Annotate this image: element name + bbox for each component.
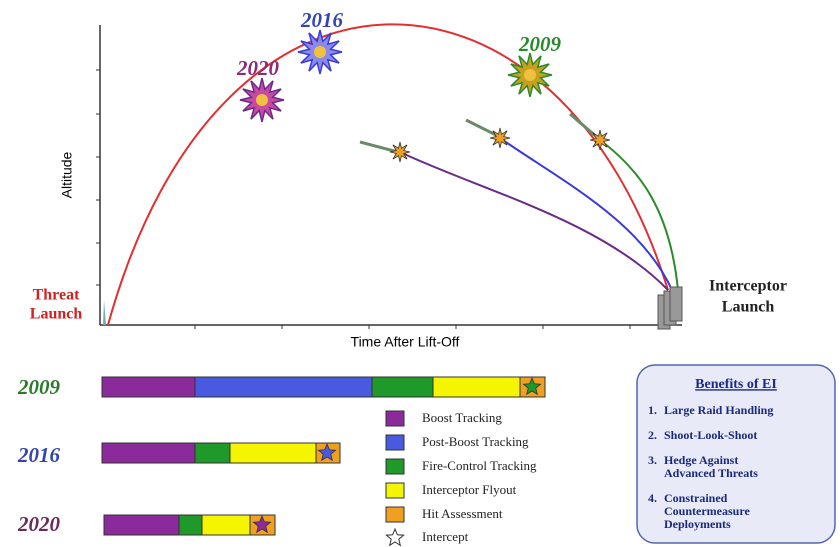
timeline-year: 2016	[17, 443, 61, 467]
interceptor-launcher	[658, 287, 682, 329]
timeline-2009	[102, 377, 545, 397]
diagram: Altitude Time After Lift-Off Threat Laun…	[0, 0, 840, 547]
timeline-2020	[104, 515, 275, 535]
benefit-text: Shoot-Look-Shoot	[664, 428, 757, 442]
hit-flash	[490, 128, 510, 148]
threat-launch-label: Threat	[33, 287, 80, 304]
timeline-year: 2020	[17, 512, 61, 536]
benefit-number: 4.	[648, 491, 657, 505]
legend-star	[386, 529, 403, 545]
interceptor-launch-label: Interceptor	[709, 278, 787, 295]
benefit-text: Constrained	[664, 491, 728, 505]
legend-label: Interceptor Flyout	[422, 482, 517, 497]
benefit-number: 2.	[648, 428, 657, 442]
burst-core	[524, 69, 536, 81]
intercept-year: 2009	[518, 32, 562, 56]
interceptor-path	[400, 152, 668, 290]
legend-label: Hit Assessment	[422, 506, 503, 521]
timeline-year: 2009	[17, 375, 61, 399]
legend-label: Post-Boost Tracking	[422, 434, 529, 449]
intercept-year: 2020	[236, 56, 280, 80]
hit-flash	[390, 142, 410, 162]
hit-flash	[590, 130, 610, 150]
benefit-number: 1.	[648, 403, 657, 417]
legend-swatches	[386, 411, 404, 522]
benefit-text: Countermeasure	[664, 504, 750, 518]
benefit-text: Deployments	[664, 517, 731, 531]
benefit-number: 3.	[648, 453, 657, 467]
burst-core	[256, 94, 268, 106]
intercept-year: 2016	[300, 8, 344, 32]
legend-label: Boost Tracking	[422, 410, 502, 425]
benefit-text: Large Raid Handling	[664, 403, 773, 417]
interceptor-launch-label: Launch	[722, 299, 775, 316]
x-axis-label: Time After Lift-Off	[351, 334, 460, 350]
benefits-title: Benefits of EI	[695, 377, 777, 392]
threat-missile	[103, 300, 106, 325]
interceptor-path	[500, 138, 672, 290]
legend-label: Fire-Control Tracking	[422, 458, 537, 473]
benefit-text: Advanced Threats	[664, 466, 758, 480]
burst-core	[314, 46, 326, 58]
legend-label: Intercept	[422, 529, 469, 544]
timeline-2016	[102, 443, 340, 463]
threat-trajectory	[108, 24, 668, 325]
y-axis-label: Altitude	[59, 151, 75, 198]
benefit-text: Hedge Against	[664, 453, 738, 467]
axis-ticks	[96, 70, 630, 329]
threat-launch-label: Launch	[30, 306, 83, 323]
